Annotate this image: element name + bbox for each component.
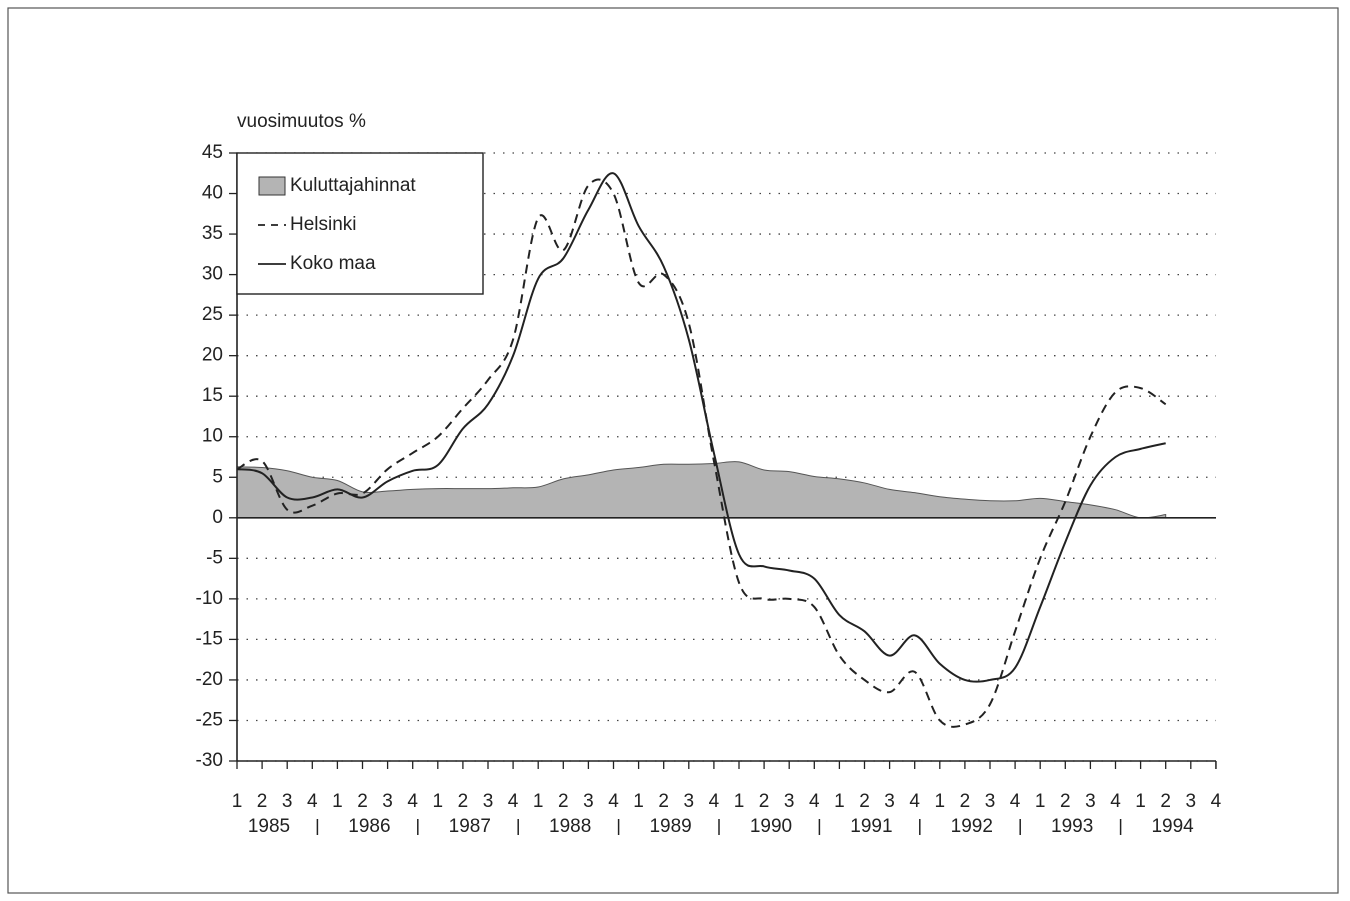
x-tick-label: 2: [960, 791, 971, 812]
year-label: 1992: [951, 816, 993, 837]
x-tick-label: 2: [759, 791, 770, 812]
x-tick-label: 1: [332, 791, 343, 812]
y-tick-label: -30: [196, 750, 223, 771]
x-tick-label: 1: [1035, 791, 1046, 812]
x-tick-label: 1: [232, 791, 243, 812]
x-tick-label: 3: [684, 791, 695, 812]
year-label: 1993: [1051, 816, 1093, 837]
year-label: 1988: [549, 816, 591, 837]
y-tick-label: 40: [202, 183, 223, 204]
x-tick-label: 2: [458, 791, 469, 812]
x-tick-label: 2: [1160, 791, 1171, 812]
y-tick-label: 10: [202, 426, 223, 447]
x-tick-label: 3: [583, 791, 594, 812]
year-label: 1990: [750, 816, 792, 837]
x-tick-label: 4: [809, 791, 820, 812]
line: [236, 172, 1166, 683]
area: [236, 461, 1167, 519]
y-tick-label: 25: [202, 304, 223, 325]
x-tick-label: 3: [382, 791, 393, 812]
y-tick-label: -15: [196, 628, 223, 649]
y-tick-label: -5: [206, 547, 223, 568]
x-tick-label: 4: [1110, 791, 1121, 812]
x-tick-label: 1: [533, 791, 544, 812]
x-tick-label: 4: [608, 791, 619, 812]
legend-label: Kuluttajahinnat: [290, 175, 416, 196]
x-tick-label: 4: [307, 791, 318, 812]
legend-label: Koko maa: [290, 253, 376, 274]
x-tick-label: 3: [1186, 791, 1197, 812]
year-label: 1985: [248, 816, 290, 837]
y-tick-label: 45: [202, 142, 223, 163]
x-tick-label: 3: [884, 791, 895, 812]
x-tick-label: 2: [1060, 791, 1071, 812]
line: [236, 178, 1167, 728]
y-tick-label: -25: [196, 709, 223, 730]
year-label: 1989: [649, 816, 691, 837]
x-tick-label: 3: [985, 791, 996, 812]
y-tick-label: 30: [202, 264, 223, 285]
legend-swatch: [258, 176, 286, 196]
x-tick-label: 1: [1135, 791, 1146, 812]
y-tick-label: 0: [212, 507, 223, 528]
x-tick-label: 2: [357, 791, 368, 812]
x-tick-label: 3: [483, 791, 494, 812]
x-tick-label: 2: [558, 791, 569, 812]
x-tick-label: 1: [834, 791, 845, 812]
x-tick-label: 4: [407, 791, 418, 812]
legend-label: Helsinki: [290, 214, 357, 235]
y-axis-title: vuosimuutos %: [237, 111, 366, 132]
y-tick-label: 15: [202, 385, 223, 406]
x-tick-label: 3: [282, 791, 293, 812]
year-label: 1987: [449, 816, 491, 837]
x-tick-label: 1: [433, 791, 444, 812]
y-tick-label: -10: [196, 588, 223, 609]
x-tick-label: 4: [709, 791, 720, 812]
x-tick-label: 2: [859, 791, 870, 812]
year-label: 1994: [1151, 816, 1194, 837]
x-tick-label: 4: [1010, 791, 1021, 812]
y-tick-label: 20: [202, 345, 223, 366]
x-tick-label: 4: [909, 791, 920, 812]
x-tick-label: 1: [633, 791, 644, 812]
y-tick-label: 5: [212, 466, 223, 487]
year-label: 1991: [850, 816, 892, 837]
x-tick-label: 2: [658, 791, 669, 812]
x-tick-label: 3: [1085, 791, 1096, 812]
x-tick-label: 2: [257, 791, 268, 812]
x-tick-label: 3: [784, 791, 795, 812]
legend: Kuluttajahinnat Helsinki Koko maa: [236, 152, 484, 295]
x-tick-label: 4: [508, 791, 519, 812]
year-label: 1986: [348, 816, 390, 837]
x-tick-label: 1: [935, 791, 946, 812]
x-tick-label: 1: [734, 791, 745, 812]
y-tick-label: -20: [196, 669, 223, 690]
x-tick-label: 4: [1211, 791, 1222, 812]
frame: [7, 7, 1339, 894]
y-tick-label: 35: [202, 223, 223, 244]
